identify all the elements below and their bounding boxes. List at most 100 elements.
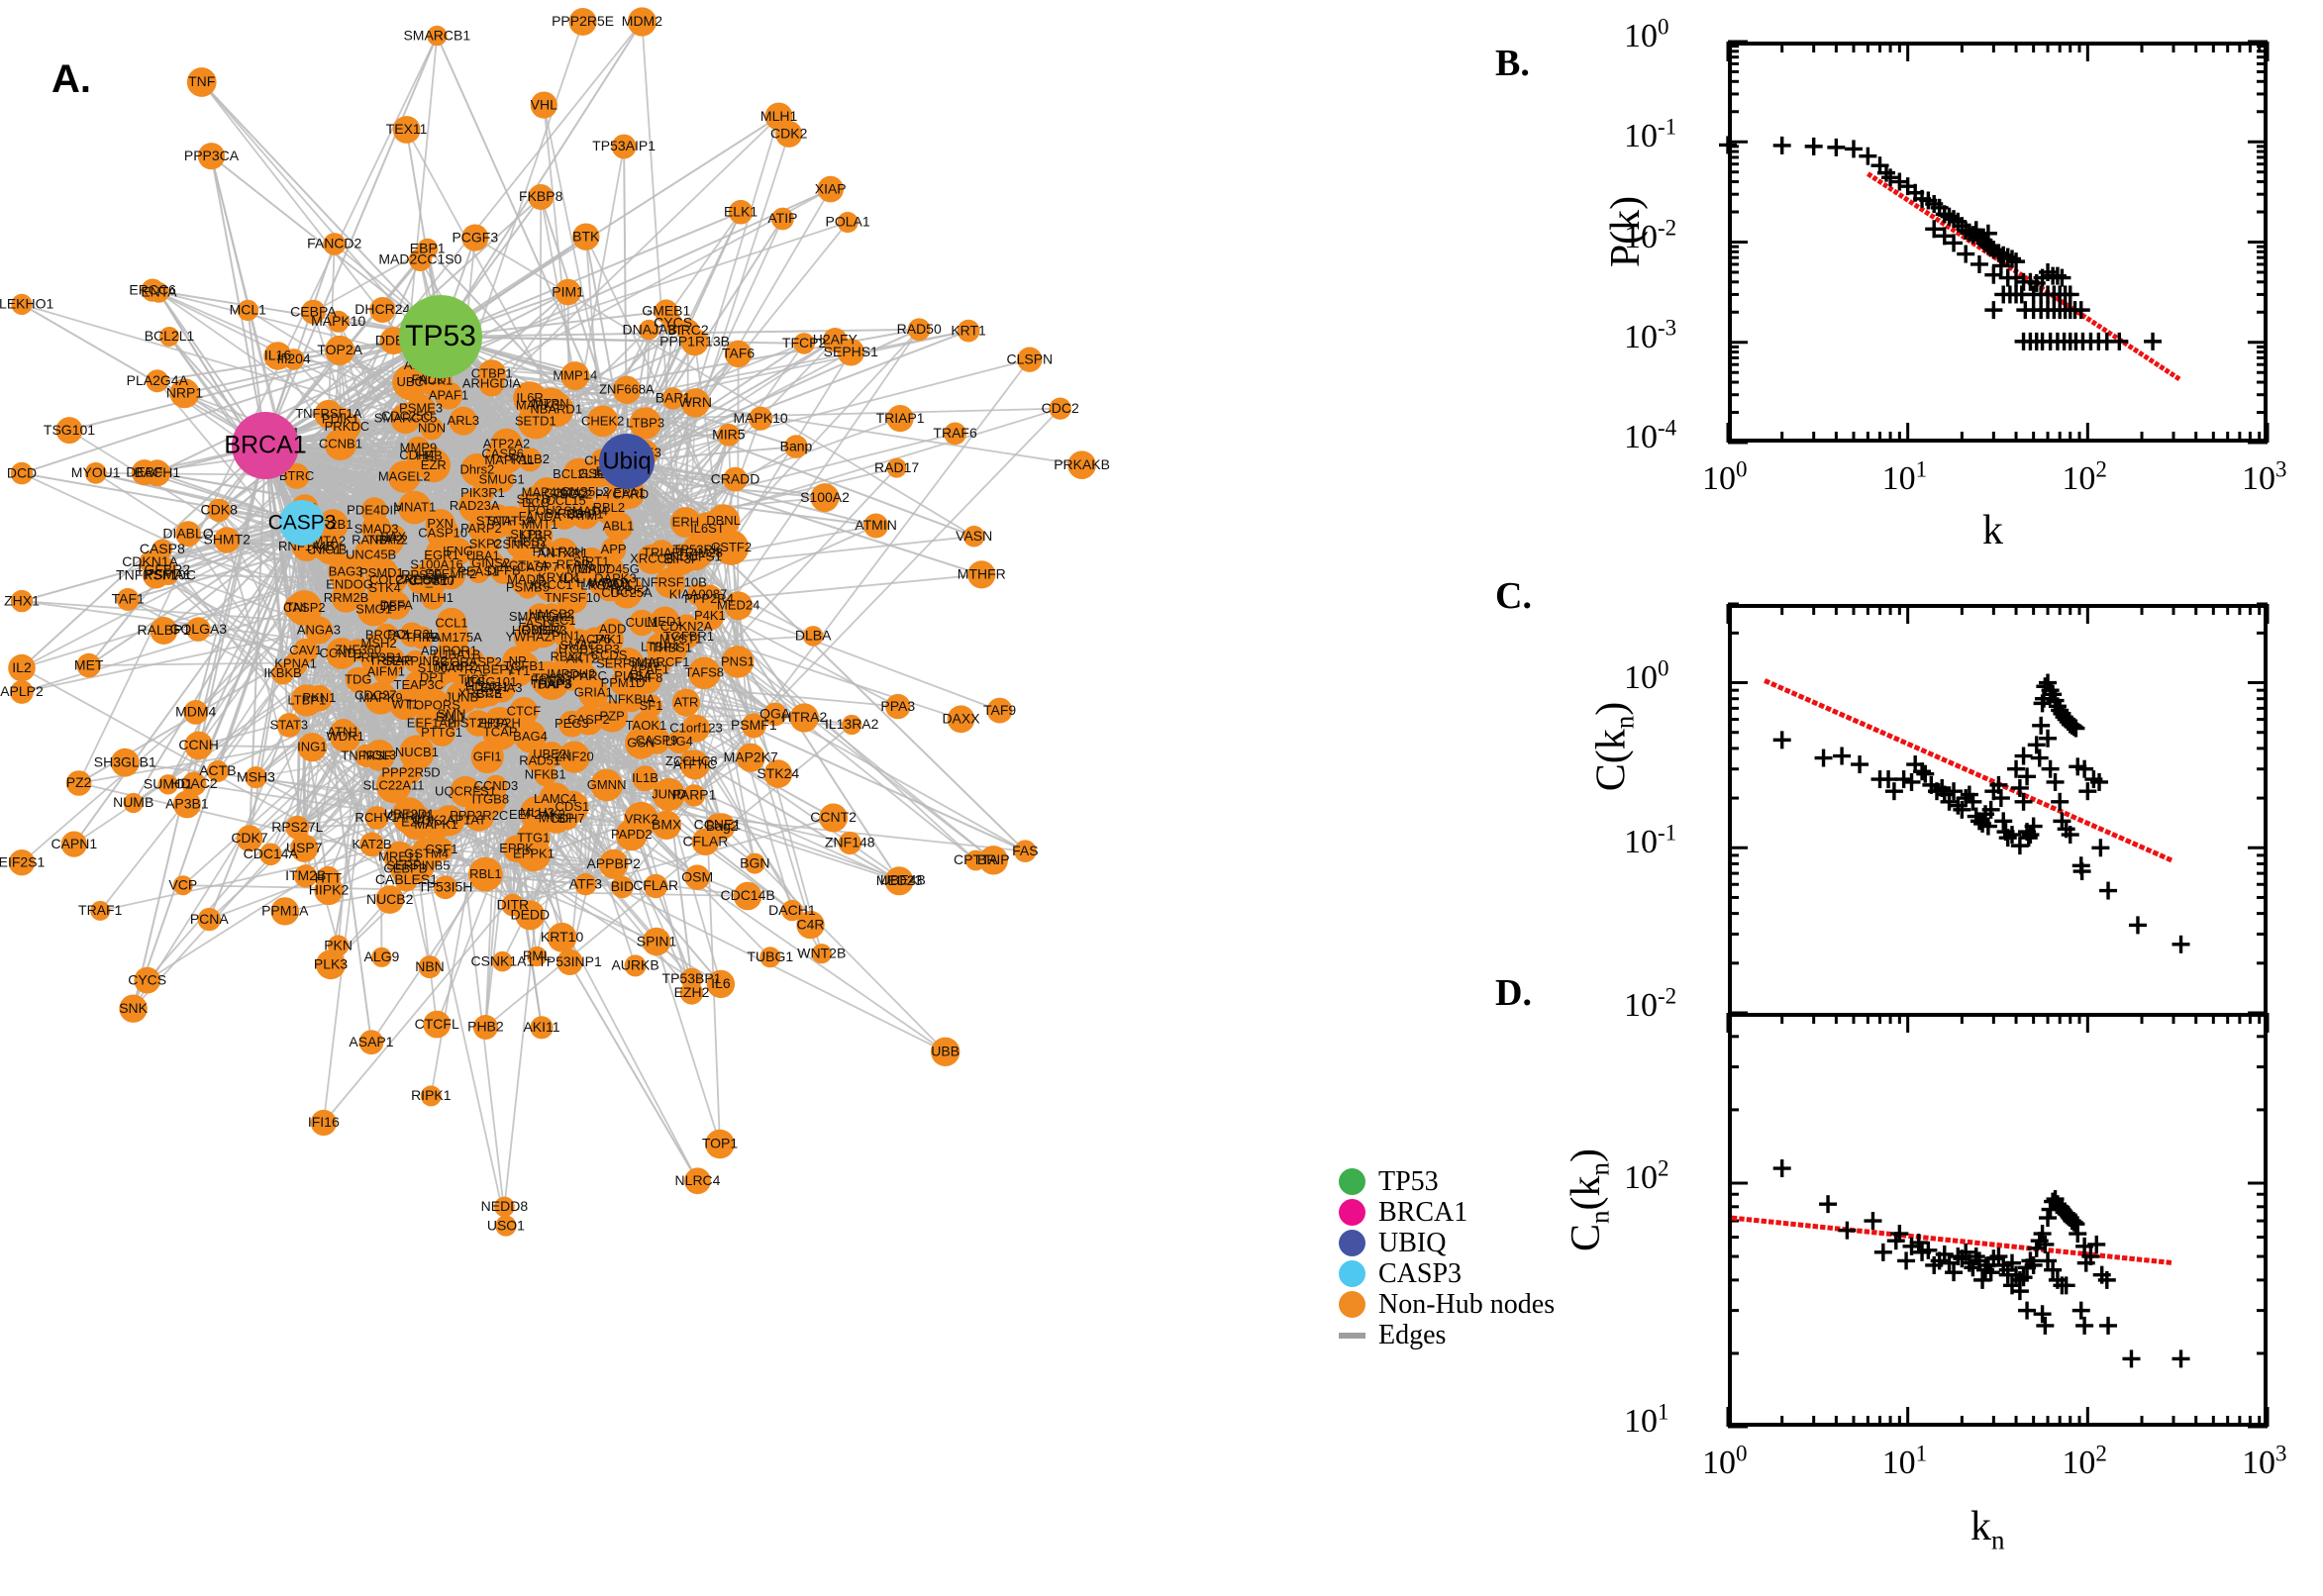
network-node[interactable] [116, 588, 140, 611]
network-node[interactable] [263, 342, 292, 370]
network-node[interactable] [705, 1129, 735, 1159]
network-node[interactable] [673, 614, 699, 641]
network-node[interactable] [76, 652, 101, 678]
network-node[interactable] [316, 949, 346, 980]
network-node[interactable] [528, 184, 555, 210]
network-node[interactable] [483, 707, 517, 740]
network-node[interactable] [733, 881, 762, 911]
network-node[interactable] [84, 461, 107, 484]
network-node[interactable] [438, 622, 470, 653]
network-node[interactable] [728, 199, 754, 225]
network-node[interactable] [811, 944, 832, 964]
network-node[interactable] [886, 405, 914, 433]
network-node[interactable] [327, 310, 350, 333]
network-node[interactable] [434, 381, 463, 410]
network-node[interactable] [627, 7, 657, 37]
network-node[interactable] [306, 684, 333, 712]
network-node[interactable] [427, 25, 448, 47]
network-node[interactable] [592, 491, 626, 525]
network-node[interactable] [65, 770, 92, 796]
network-node[interactable] [789, 703, 819, 733]
network-node[interactable] [184, 731, 214, 760]
network-node[interactable] [458, 490, 491, 523]
network-node[interactable] [837, 211, 858, 234]
network-node[interactable] [152, 539, 173, 560]
network-node[interactable] [644, 873, 668, 899]
network-node[interactable] [556, 807, 579, 831]
network-node[interactable] [967, 560, 996, 589]
network-node[interactable] [612, 648, 645, 680]
network-node[interactable] [387, 460, 421, 493]
network-node[interactable] [682, 714, 710, 743]
network-node[interactable] [485, 437, 520, 471]
network-node[interactable] [724, 591, 754, 621]
network-node[interactable] [679, 749, 703, 773]
network-node[interactable] [590, 768, 623, 802]
network-node[interactable] [237, 299, 258, 322]
network-node[interactable] [736, 743, 765, 772]
network-node[interactable] [521, 389, 554, 422]
network-node[interactable] [372, 658, 399, 685]
network-node[interactable] [572, 223, 600, 250]
network-node[interactable] [819, 803, 849, 833]
network-node[interactable] [146, 369, 169, 393]
network-node[interactable] [324, 428, 357, 460]
network-node[interactable] [175, 521, 201, 548]
network-node[interactable] [433, 875, 457, 900]
network-node[interactable] [514, 720, 547, 753]
network-node[interactable] [270, 897, 299, 926]
network-node[interactable] [556, 582, 588, 614]
network-node[interactable] [472, 1015, 498, 1040]
network-node[interactable] [438, 701, 464, 728]
network-node[interactable] [301, 299, 326, 325]
network-node[interactable] [771, 207, 794, 231]
network-node[interactable] [150, 617, 178, 645]
network-node[interactable] [586, 405, 619, 438]
network-node[interactable] [516, 576, 539, 599]
network-node[interactable] [392, 116, 421, 144]
network-node[interactable] [426, 517, 459, 549]
network-node[interactable] [399, 735, 435, 770]
network-node[interactable] [420, 1085, 442, 1107]
network-node[interactable] [10, 461, 34, 485]
network-node[interactable] [655, 567, 685, 599]
network-node[interactable] [577, 677, 609, 709]
network-node[interactable] [345, 666, 371, 693]
network-node[interactable] [648, 540, 675, 566]
network-node[interactable] [502, 655, 534, 687]
network-node[interactable] [724, 340, 753, 368]
network-node[interactable] [530, 91, 557, 119]
network-node[interactable] [558, 710, 585, 738]
network-node[interactable] [784, 435, 808, 458]
network-node[interactable] [468, 856, 503, 892]
network-node[interactable] [796, 910, 825, 940]
network-node[interactable] [271, 661, 294, 685]
network-node[interactable] [596, 700, 629, 733]
network-node[interactable] [1049, 397, 1071, 420]
network-node[interactable] [326, 638, 357, 669]
network-node[interactable] [530, 660, 565, 697]
network-node[interactable] [619, 686, 645, 713]
network-node[interactable] [762, 702, 787, 727]
network-node[interactable] [276, 713, 302, 738]
network-node[interactable] [650, 606, 680, 638]
network-node[interactable] [461, 224, 489, 251]
network-node[interactable] [197, 143, 226, 170]
network-node[interactable] [197, 907, 221, 932]
network-node[interactable] [781, 899, 803, 922]
network-node[interactable] [598, 848, 629, 879]
hub-node-brca1[interactable] [232, 412, 299, 479]
network-node[interactable] [169, 378, 200, 409]
network-node[interactable] [159, 327, 179, 347]
network-node[interactable] [186, 617, 211, 642]
network-node[interactable] [662, 313, 683, 334]
network-node[interactable] [418, 955, 442, 979]
network-node[interactable] [330, 719, 356, 746]
network-node[interactable] [123, 792, 144, 814]
network-node[interactable] [518, 448, 543, 472]
network-node[interactable] [593, 567, 628, 602]
network-node[interactable] [8, 653, 36, 682]
network-node[interactable] [332, 567, 367, 602]
network-node[interactable] [671, 688, 701, 717]
network-node[interactable] [463, 800, 495, 832]
